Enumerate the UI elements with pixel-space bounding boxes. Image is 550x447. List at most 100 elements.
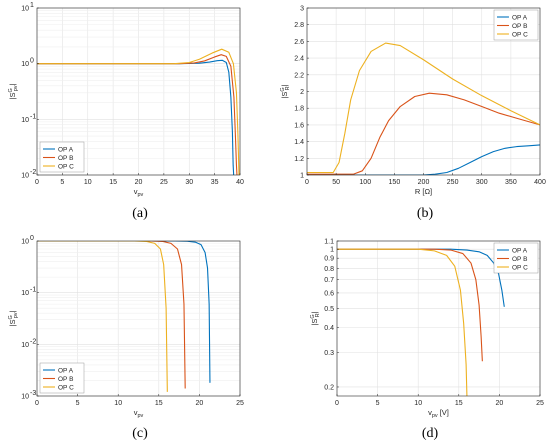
y-tick-label: 10 — [21, 342, 29, 349]
y-tick-exponent: 0 — [30, 58, 34, 65]
x-axis-label: R [Ω] — [415, 187, 432, 196]
x-tick-label: 150 — [389, 179, 401, 186]
x-tick-label: 35 — [211, 179, 219, 186]
y-tick-label: 2 — [300, 89, 304, 96]
y-tick-exponent: -3 — [30, 390, 36, 397]
y-tick-exponent: 1 — [30, 2, 34, 9]
legend-entry: OP A — [58, 146, 74, 153]
x-tick-label: 10 — [84, 179, 92, 186]
x-tick-label: 25 — [536, 400, 544, 407]
x-tick-label: 10 — [414, 400, 422, 407]
y-axis-label: |SGR| — [310, 311, 321, 325]
legend-entry: OP B — [512, 23, 527, 30]
y-tick-label: 10 — [21, 290, 29, 297]
legend-entry: OP C — [512, 264, 528, 271]
legend-entry: OP C — [512, 31, 528, 38]
y-tick-label: 10 — [21, 173, 29, 180]
y-tick-label: 10 — [21, 117, 29, 124]
y-tick-label: 1.2 — [294, 156, 304, 163]
y-tick-label: 0.5 — [324, 306, 334, 313]
series-line-op-a — [307, 144, 540, 175]
y-tick-exponent: -1 — [30, 113, 36, 120]
x-tick-label: 300 — [476, 179, 488, 186]
x-tick-label: 0 — [305, 179, 309, 186]
x-tick-label: 25 — [236, 400, 244, 407]
x-tick-label: 20 — [196, 400, 204, 407]
y-tick-label: 1.1 — [324, 239, 334, 246]
y-tick-label: 10 — [21, 6, 29, 13]
series-group — [37, 48, 240, 175]
y-tick-label: 0.9 — [324, 256, 334, 263]
series-line-op-c — [307, 42, 540, 174]
series-group — [337, 248, 505, 396]
x-tick-label: 15 — [109, 179, 117, 186]
y-tick-label: 0.3 — [324, 350, 334, 357]
axes-frame — [336, 240, 541, 397]
y-tick-label: 1.4 — [294, 139, 304, 146]
legend: OP A OP BOP C — [493, 9, 539, 41]
y-tick-label: 0.6 — [324, 290, 334, 297]
series-line-op-c — [337, 248, 468, 396]
series-line-op-b — [337, 248, 483, 362]
series-line-op-c — [37, 48, 240, 175]
legend-entry: OP C — [58, 163, 74, 170]
x-tick-label: 5 — [76, 400, 80, 407]
x-tick-label: 5 — [60, 179, 64, 186]
legend-entry: OP C — [58, 384, 74, 391]
x-tick-label: 5 — [376, 400, 380, 407]
x-tick-label: 400 — [534, 179, 546, 186]
legend-entry: OP A — [58, 367, 74, 374]
x-tick-label: 200 — [418, 179, 430, 186]
x-tick-label: 250 — [447, 179, 459, 186]
series-group — [307, 42, 540, 175]
panel-label: (d) — [422, 426, 439, 441]
y-axis-label: |SGR| — [280, 84, 291, 98]
x-tick-label: 15 — [455, 400, 463, 407]
y-tick-label: 2.4 — [294, 56, 304, 63]
axes-frame — [36, 240, 241, 397]
x-tick-label: 15 — [155, 400, 163, 407]
y-tick-label: 2.6 — [294, 39, 304, 46]
legend: OP A OP BOP C — [39, 362, 85, 394]
x-tick-label: 0 — [335, 400, 339, 407]
series-line-op-b — [307, 92, 540, 175]
x-tick-label: 100 — [359, 179, 371, 186]
y-tick-label: 1.6 — [294, 122, 304, 129]
x-tick-label: 25 — [160, 179, 168, 186]
legend-entry: OP B — [58, 376, 73, 383]
y-tick-label: 10 — [21, 239, 29, 246]
x-tick-label: 40 — [236, 179, 244, 186]
y-tick-label: 2.8 — [294, 22, 304, 29]
y-tick-exponent: -1 — [30, 287, 36, 294]
chart-panel-2: 0 50 100 150 200 250 300 350 400 1 1.2 1.4 1.6 1.8 2 2.… — [280, 6, 546, 222]
y-tick-label: 0.2 — [324, 384, 334, 391]
y-tick-label: 0.7 — [324, 277, 334, 284]
y-tick-exponent: -2 — [30, 338, 36, 345]
series-line-op-b — [37, 54, 238, 175]
x-tick-label: 20 — [496, 400, 504, 407]
legend: OP A OP BOP C — [493, 242, 539, 274]
y-tick-label: 0.8 — [324, 266, 334, 273]
y-tick-exponent: -2 — [30, 169, 36, 176]
series-line-op-a — [337, 248, 505, 307]
panel-label: (c) — [132, 426, 148, 441]
x-tick-label: 10 — [114, 400, 122, 407]
legend-entry: OP A — [512, 14, 528, 21]
legend-entry: OP A — [512, 247, 528, 254]
y-tick-label: 10 — [21, 61, 29, 68]
x-axis-label: vpv — [134, 187, 144, 198]
x-tick-label: 20 — [135, 179, 143, 186]
x-tick-label: 350 — [505, 179, 517, 186]
y-tick-label: 0.4 — [324, 325, 334, 332]
y-tick-exponent: 0 — [30, 235, 34, 242]
y-tick-label: 1 — [330, 247, 334, 254]
y-axis-label: |SGpv| — [8, 83, 19, 99]
panel-label: (a) — [132, 206, 148, 221]
y-tick-label: 2.2 — [294, 72, 304, 79]
x-tick-label: 0 — [35, 400, 39, 407]
series-line-op-a — [37, 59, 235, 175]
x-tick-label: 50 — [332, 179, 340, 186]
legend-entry: OP B — [512, 256, 527, 263]
